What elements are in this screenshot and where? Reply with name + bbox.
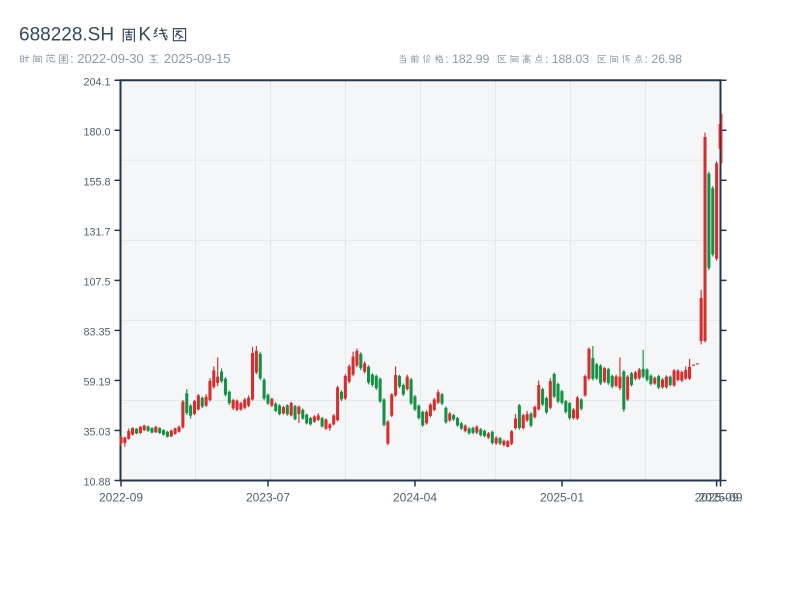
svg-text:35.03: 35.03: [83, 427, 110, 439]
svg-text:: 2022-09-30: : 2022-09-30: [70, 51, 147, 66]
svg-text:2023-07: 2023-07: [246, 491, 290, 505]
svg-text:10.88: 10.88: [83, 477, 110, 489]
svg-text:59.19: 59.19: [83, 377, 110, 389]
svg-text:2025-01: 2025-01: [540, 491, 584, 505]
svg-text:2022-09: 2022-09: [99, 491, 143, 505]
svg-text:83.35: 83.35: [83, 327, 110, 339]
svg-text:2025-09: 2025-09: [698, 491, 742, 505]
svg-text:107.5: 107.5: [83, 277, 110, 289]
svg-text:2025-09-15: 2025-09-15: [160, 51, 230, 66]
svg-text:131.7: 131.7: [83, 227, 110, 239]
svg-text:: 182.99: : 182.99: [445, 52, 496, 66]
svg-text:: 188.03: : 188.03: [545, 52, 596, 66]
svg-text:204.1: 204.1: [83, 76, 110, 88]
svg-text:155.8: 155.8: [83, 177, 110, 189]
svg-text:K: K: [138, 25, 151, 46]
svg-text:2024-04: 2024-04: [393, 491, 437, 505]
svg-text:: 26.98: : 26.98: [645, 52, 682, 66]
svg-text:688228.SH: 688228.SH: [19, 25, 119, 46]
svg-text:180.0: 180.0: [83, 126, 110, 138]
